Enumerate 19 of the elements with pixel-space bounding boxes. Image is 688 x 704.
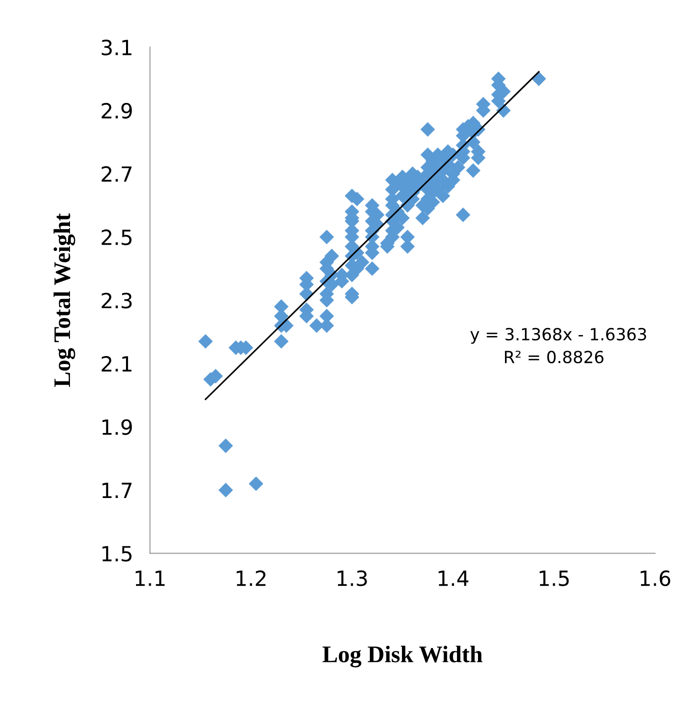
x-tick-label: 1.6 (640, 570, 670, 586)
annotation: y = 3.1368x - 1.6363 (470, 328, 646, 344)
y-tick-label: 1.5 (102, 546, 132, 562)
y-tick-label: 1.7 (102, 482, 132, 498)
x-tick-label: 1.1 (136, 570, 165, 586)
x-tick-label: 1.3 (338, 570, 367, 586)
y-tick-label: 2.1 (102, 356, 132, 372)
y-tick-label: 1.9 (102, 419, 132, 436)
y-tick-label: 2.3 (102, 292, 132, 308)
y-tick-label: 2.5 (102, 229, 132, 246)
y-axis-title: Log Total Weight (54, 213, 76, 387)
x-tick-label: 1.2 (236, 570, 266, 586)
x-axis-title: Log Disk Width (322, 646, 482, 668)
y-tick-label: 3.1 (102, 40, 132, 56)
y-tick-label: 2.9 (102, 102, 132, 119)
annotation: R² = 0.8826 (504, 350, 604, 364)
x-tick-label: 1.4 (438, 570, 468, 586)
x-tick-label: 1.5 (540, 570, 569, 586)
y-tick-label: 2.7 (102, 166, 132, 182)
